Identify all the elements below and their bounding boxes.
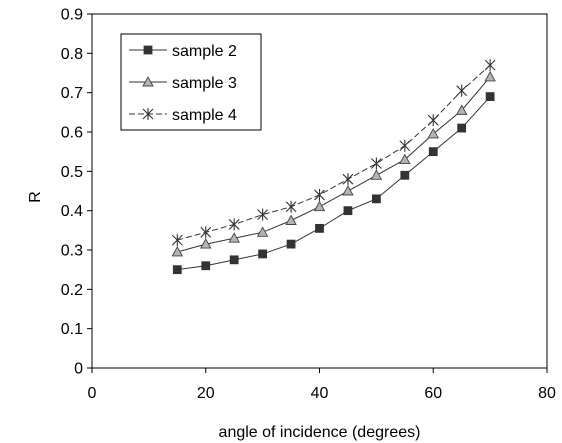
legend-marker	[143, 45, 153, 55]
data-point	[228, 218, 240, 231]
x-tick-label: 0	[88, 385, 97, 402]
data-point	[256, 226, 269, 237]
y-tick-label: 0.4	[61, 203, 83, 220]
x-tick-label: 60	[424, 385, 442, 402]
data-point	[172, 265, 182, 275]
data-point	[285, 214, 297, 225]
legend-item: sample 2	[129, 43, 237, 60]
y-tick-label: 0.2	[61, 282, 83, 299]
data-point	[257, 208, 269, 221]
data-point	[399, 139, 411, 152]
data-point	[370, 157, 382, 170]
x-tick-label: 20	[197, 385, 215, 402]
data-point	[315, 223, 324, 233]
x-tick-label: 80	[538, 385, 556, 402]
data-point	[199, 238, 212, 249]
data-point	[371, 194, 381, 204]
legend-item: sample 4	[129, 107, 237, 124]
data-point	[228, 232, 240, 243]
series-sample-4	[171, 59, 496, 247]
series-sample-3	[171, 71, 496, 257]
data-point	[200, 226, 212, 239]
data-point	[342, 173, 354, 186]
data-point	[484, 59, 496, 72]
data-point	[485, 92, 495, 101]
data-point	[285, 200, 297, 213]
y-tick-label: 0.1	[61, 321, 83, 338]
data-point	[171, 246, 184, 257]
y-tick-label: 0.5	[61, 164, 83, 181]
series-sample-2	[172, 92, 495, 275]
y-tick-label: 0.9	[61, 7, 83, 24]
data-point	[258, 249, 268, 259]
data-point	[455, 104, 468, 115]
data-point	[171, 234, 183, 247]
data-point	[399, 153, 411, 164]
x-axis-title: angle of incidence (degrees)	[219, 424, 421, 441]
data-point	[427, 128, 440, 139]
series-line	[177, 96, 491, 271]
data-point	[229, 255, 239, 265]
x-tick-label: 40	[311, 385, 329, 402]
series-line	[177, 76, 491, 253]
data-point	[313, 200, 326, 212]
y-tick-label: 0.7	[61, 85, 83, 102]
y-axis-title: R	[27, 191, 44, 203]
data-point	[457, 123, 467, 133]
legend-label: sample 2	[172, 43, 237, 60]
y-tick-label: 0.8	[61, 46, 83, 63]
data-point	[456, 84, 468, 97]
data-point	[201, 261, 211, 271]
legend-label: sample 3	[172, 75, 237, 92]
y-tick-label: 0	[74, 361, 83, 378]
data-point	[400, 170, 410, 180]
y-tick-label: 0.6	[61, 125, 83, 142]
data-point	[370, 169, 383, 180]
legend-label: sample 4	[172, 107, 237, 124]
data-point	[342, 185, 354, 196]
y-tick-label: 0.3	[61, 243, 83, 260]
data-point	[314, 188, 325, 201]
data-point	[484, 71, 496, 82]
legend-item: sample 3	[129, 75, 237, 92]
data-point	[428, 147, 438, 157]
data-point	[286, 239, 296, 249]
legend-marker	[142, 108, 154, 120]
data-point	[343, 206, 353, 216]
data-point	[427, 114, 439, 127]
legend-marker	[142, 76, 154, 87]
